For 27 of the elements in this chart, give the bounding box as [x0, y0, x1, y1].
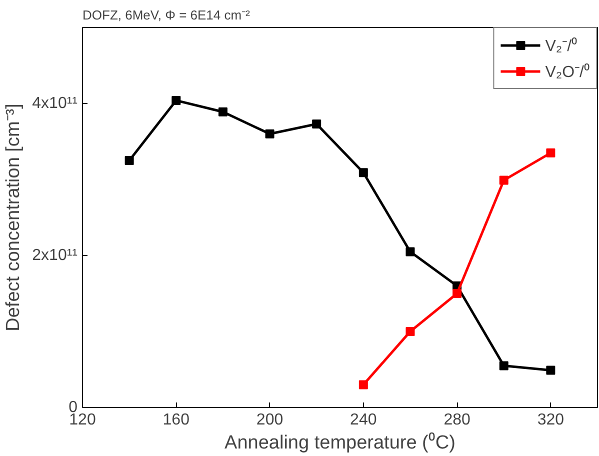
point: [172, 96, 181, 105]
chart-title: DOFZ, 6MeV, Φ = 6E14 cm⁻²: [82, 8, 251, 22]
y-axis-title: Defect concentration [cm⁻³]: [3, 104, 24, 332]
point: [218, 107, 228, 116]
point: [452, 289, 462, 298]
legend-label: V₂O⁻/⁰: [545, 62, 590, 82]
x-tick-label: 160: [162, 412, 190, 428]
point: [124, 156, 134, 165]
x-tick-label: 320: [537, 412, 564, 428]
point: [546, 148, 556, 158]
x-tick-label: 280: [444, 412, 470, 428]
point: [499, 361, 508, 370]
point: [358, 380, 368, 390]
point: [358, 168, 368, 178]
x-axis-title: Annealing temperature (⁰C): [224, 432, 456, 454]
x-tick-label: 200: [256, 412, 284, 428]
point: [406, 327, 415, 336]
point: [546, 366, 556, 375]
x-tick-label: 240: [350, 412, 377, 428]
legend-label: V₂⁻/⁰: [545, 36, 578, 56]
point: [499, 176, 508, 185]
point: [265, 129, 274, 138]
y-tick-label: 2x10¹¹: [32, 247, 78, 264]
x-tick-label: 120: [69, 412, 96, 428]
point: [312, 120, 322, 129]
point: [406, 247, 415, 256]
y-tick-label: 4x10¹¹: [32, 95, 78, 112]
